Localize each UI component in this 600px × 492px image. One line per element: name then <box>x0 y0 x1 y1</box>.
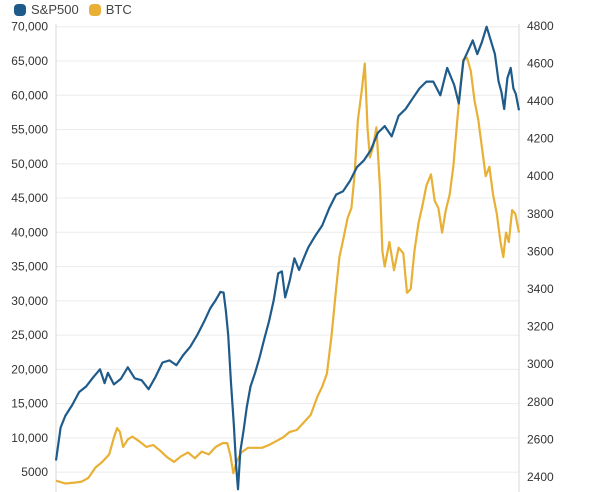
right-tick-label: 3000 <box>527 357 554 371</box>
gridlines <box>56 26 519 473</box>
right-tick-label: 2600 <box>527 432 554 446</box>
right-tick-label: 4000 <box>527 169 554 183</box>
btc-line <box>55 56 521 485</box>
legend-item-btc[interactable]: BTC <box>88 2 132 17</box>
right-tick-label: 3600 <box>527 244 554 258</box>
sp500-swatch <box>14 3 26 16</box>
right-tick-label: 4600 <box>527 56 554 70</box>
left-axis: 5000 10,000 15,000 20,000 25,000 30,000 35,000… <box>11 20 48 479</box>
sp500-legend-label: S&P500 <box>31 2 79 17</box>
sp500-line <box>54 25 521 491</box>
left-tick-label: 25,000 <box>11 328 48 342</box>
right-tick-label: 3400 <box>527 282 554 296</box>
right-tick-label: 2400 <box>527 470 554 484</box>
right-tick-label: 4200 <box>527 132 554 146</box>
left-tick-label: 40,000 <box>11 225 48 239</box>
left-tick-label: 45,000 <box>11 191 48 205</box>
btc-swatch <box>88 3 101 16</box>
right-axis: 2400 2600 2800 3000 3200 3400 3600 3800 4000 4200… <box>527 19 554 484</box>
left-tick-label: 55,000 <box>11 123 48 137</box>
left-tick-label: 60,000 <box>11 88 48 102</box>
right-tick-label: 3800 <box>527 207 554 221</box>
right-tick-label: 3200 <box>527 320 554 334</box>
left-tick-label: 70,000 <box>11 20 48 34</box>
left-tick-label: 20,000 <box>11 362 48 376</box>
left-tick-label: 35,000 <box>11 260 48 274</box>
right-tick-label: 4800 <box>527 19 554 33</box>
left-tick-label: 30,000 <box>11 294 48 308</box>
right-tick-label: 2800 <box>527 395 554 409</box>
right-tick-label: 4400 <box>527 94 554 108</box>
left-tick-label: 15,000 <box>11 397 48 411</box>
left-tick-label: 5000 <box>21 465 48 479</box>
legend-item-sp500[interactable]: S&P500 <box>14 2 79 17</box>
left-tick-label: 65,000 <box>11 54 48 68</box>
series-layer <box>54 25 521 491</box>
left-tick-label: 10,000 <box>11 431 48 445</box>
legend: S&P500 BTC <box>14 2 132 17</box>
btc-legend-label: BTC <box>105 2 132 17</box>
left-tick-label: 50,000 <box>11 157 48 171</box>
